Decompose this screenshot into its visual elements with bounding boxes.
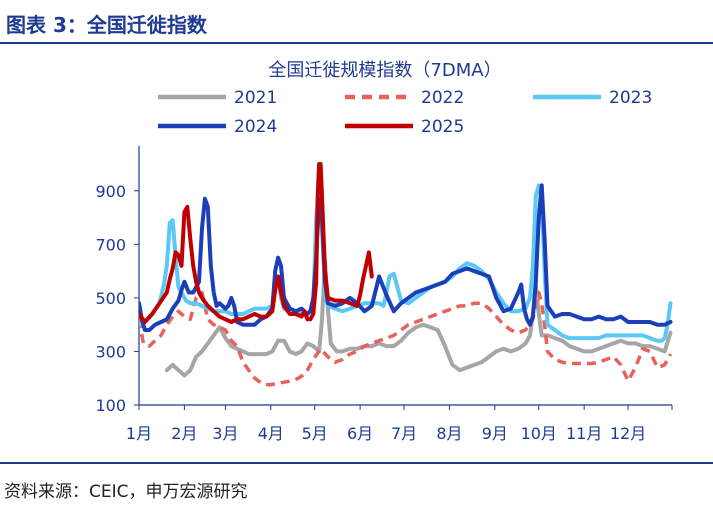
legend-label-2025: 2025 — [421, 117, 464, 137]
series-line-2022 — [139, 290, 673, 387]
x-tick-label: 7月 — [391, 424, 417, 443]
x-tick-label: 4月 — [258, 424, 284, 443]
legend-label-2023: 2023 — [609, 88, 652, 108]
figure-title: 图表 3：全国迁徙指数 — [6, 13, 207, 37]
figure-footer: 资料来源：CEIC，申万宏源研究 — [0, 462, 713, 507]
y-tick-label: 300 — [95, 342, 126, 361]
legend-label-2022: 2022 — [421, 88, 464, 108]
x-tick-label: 12月 — [610, 424, 646, 443]
chart-title: 全国迁徙规模指数（7DMA） — [268, 60, 501, 81]
x-tick-label: 10月 — [521, 424, 557, 443]
y-tick-label: 100 — [95, 396, 126, 415]
x-tick-label: 3月 — [212, 424, 238, 443]
x-tick-label: 2月 — [171, 424, 197, 443]
x-tick-label: 8月 — [436, 424, 462, 443]
series-line-2021 — [164, 258, 673, 378]
x-tick-label: 11月 — [566, 424, 602, 443]
chart-legend: 2021 2022 2023 2024 2025 — [158, 88, 652, 137]
x-tick-label: 5月 — [302, 424, 328, 443]
source-note: 资料来源：CEIC，申万宏源研究 — [4, 482, 248, 502]
x-tick-label: 6月 — [347, 424, 373, 443]
x-tick-label: 1月 — [126, 424, 152, 443]
y-tick-label: 900 — [95, 182, 126, 201]
legend-label-2024: 2024 — [234, 117, 277, 137]
series-lines — [139, 162, 673, 387]
legend-label-2021: 2021 — [234, 88, 277, 108]
y-tick-label: 500 — [95, 289, 126, 308]
x-tick-label: 9月 — [482, 424, 508, 443]
migration-chart: 全国迁徙规模指数（7DMA） 2021 2022 2023 2024 2025 100 3… — [95, 60, 673, 443]
figure-header: 图表 3：全国迁徙指数 — [0, 0, 713, 44]
series-line-2024 — [139, 183, 673, 332]
y-tick-label: 700 — [95, 235, 126, 254]
series-line-2025 — [139, 162, 374, 324]
plot-area: 100 300 500 700 900 1月 2月 3月 4月 5月 6月 7月 8月 9月 10月 11月 1… — [95, 146, 673, 443]
